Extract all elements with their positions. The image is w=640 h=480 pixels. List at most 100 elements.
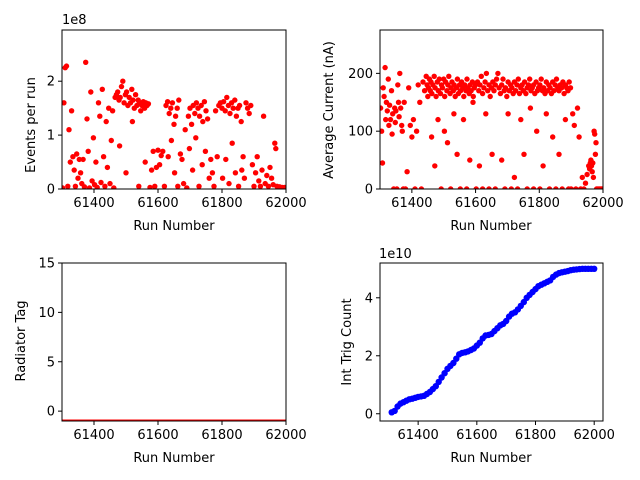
current-point	[502, 85, 509, 91]
events-point	[145, 101, 152, 107]
events-point	[209, 170, 216, 176]
events-point	[267, 164, 273, 171]
current-point	[386, 102, 393, 108]
current-point	[406, 85, 412, 91]
events-point	[126, 94, 132, 101]
radiator-y-tick-label: 0	[47, 405, 55, 420]
events-point	[232, 97, 238, 103]
current-point	[576, 134, 582, 140]
events-point	[257, 183, 264, 189]
current-point	[487, 93, 493, 100]
current-axes-frame	[379, 29, 604, 190]
events-point	[84, 116, 90, 122]
events-point	[150, 148, 156, 154]
events-point	[111, 185, 117, 189]
current-point	[492, 186, 498, 189]
events-point	[72, 183, 79, 189]
current-point	[541, 85, 547, 91]
events-point	[168, 105, 174, 111]
chart-events: 1e8 Events per run Run Number 61400 61600…	[24, 13, 307, 234]
events-point	[102, 183, 108, 189]
events-point	[166, 110, 172, 117]
current-point	[477, 82, 483, 88]
radiator-y-tick-label: 5	[47, 355, 55, 370]
current-point	[478, 73, 484, 80]
current-point	[492, 82, 498, 88]
events-point	[188, 121, 195, 128]
events-point	[107, 180, 113, 187]
events-plot-area: 61400 61600 61800 62000 0 1 2	[47, 29, 307, 211]
current-point	[383, 116, 389, 123]
events-point	[67, 159, 74, 165]
current-series	[380, 64, 603, 189]
current-point	[514, 186, 521, 189]
events-point	[148, 167, 155, 173]
events-point	[171, 121, 177, 128]
events-point	[164, 99, 171, 105]
current-point	[513, 88, 519, 94]
current-point	[385, 76, 391, 82]
current-point	[479, 186, 486, 189]
events-point	[189, 167, 196, 173]
current-point	[582, 180, 589, 186]
current-point	[493, 76, 500, 82]
current-point	[581, 186, 587, 189]
radiator-x-tick-label: 61800	[201, 428, 242, 443]
events-point	[117, 94, 123, 101]
events-point	[160, 148, 166, 154]
current-point	[404, 169, 410, 175]
current-point	[470, 93, 476, 100]
current-point	[428, 134, 435, 140]
current-point	[417, 99, 423, 106]
current-point	[396, 114, 402, 120]
events-point	[120, 78, 126, 84]
current-point	[398, 105, 404, 111]
events-point	[184, 185, 190, 189]
events-point	[85, 148, 91, 154]
current-point	[525, 82, 532, 88]
events-point	[236, 102, 243, 109]
events-point	[240, 154, 246, 160]
current-point	[562, 116, 569, 123]
events-point	[260, 113, 267, 119]
events-point	[202, 148, 209, 154]
events-point	[129, 118, 136, 125]
trig-offset-label: 1e10	[379, 247, 412, 262]
events-point	[68, 108, 75, 114]
events-point	[86, 185, 93, 189]
current-point	[559, 186, 565, 189]
events-point	[83, 59, 89, 65]
events-point	[138, 108, 144, 114]
current-point	[444, 140, 451, 146]
radiator-y-tick-label: 15	[38, 257, 55, 272]
current-point	[467, 157, 473, 163]
current-point	[380, 160, 386, 166]
events-point	[264, 172, 270, 179]
current-point	[516, 90, 523, 97]
events-point	[229, 140, 235, 146]
current-point	[483, 111, 489, 117]
events-point	[256, 178, 262, 184]
current-point	[407, 122, 413, 129]
events-y-tick-label: 0	[47, 183, 55, 198]
events-y-tick-label: 1	[47, 129, 55, 144]
current-x-tick-label: 61800	[519, 196, 560, 211]
current-point	[527, 105, 534, 111]
events-point	[104, 164, 111, 171]
trig-series	[388, 265, 598, 416]
radiator-x-axis-label: Run Number	[133, 451, 215, 466]
current-point	[389, 131, 395, 137]
current-point	[451, 111, 457, 117]
current-point	[420, 79, 426, 85]
current-y-tick-label: 100	[348, 125, 373, 140]
radiator-y-axis-label: Radiator Tag	[14, 300, 29, 381]
events-point	[251, 183, 257, 189]
current-point	[534, 128, 540, 134]
events-point	[155, 147, 161, 153]
current-point	[571, 122, 577, 129]
events-point	[273, 145, 279, 152]
current-point	[439, 85, 446, 91]
events-point	[98, 179, 104, 186]
current-point	[543, 111, 549, 117]
current-point	[538, 76, 544, 82]
